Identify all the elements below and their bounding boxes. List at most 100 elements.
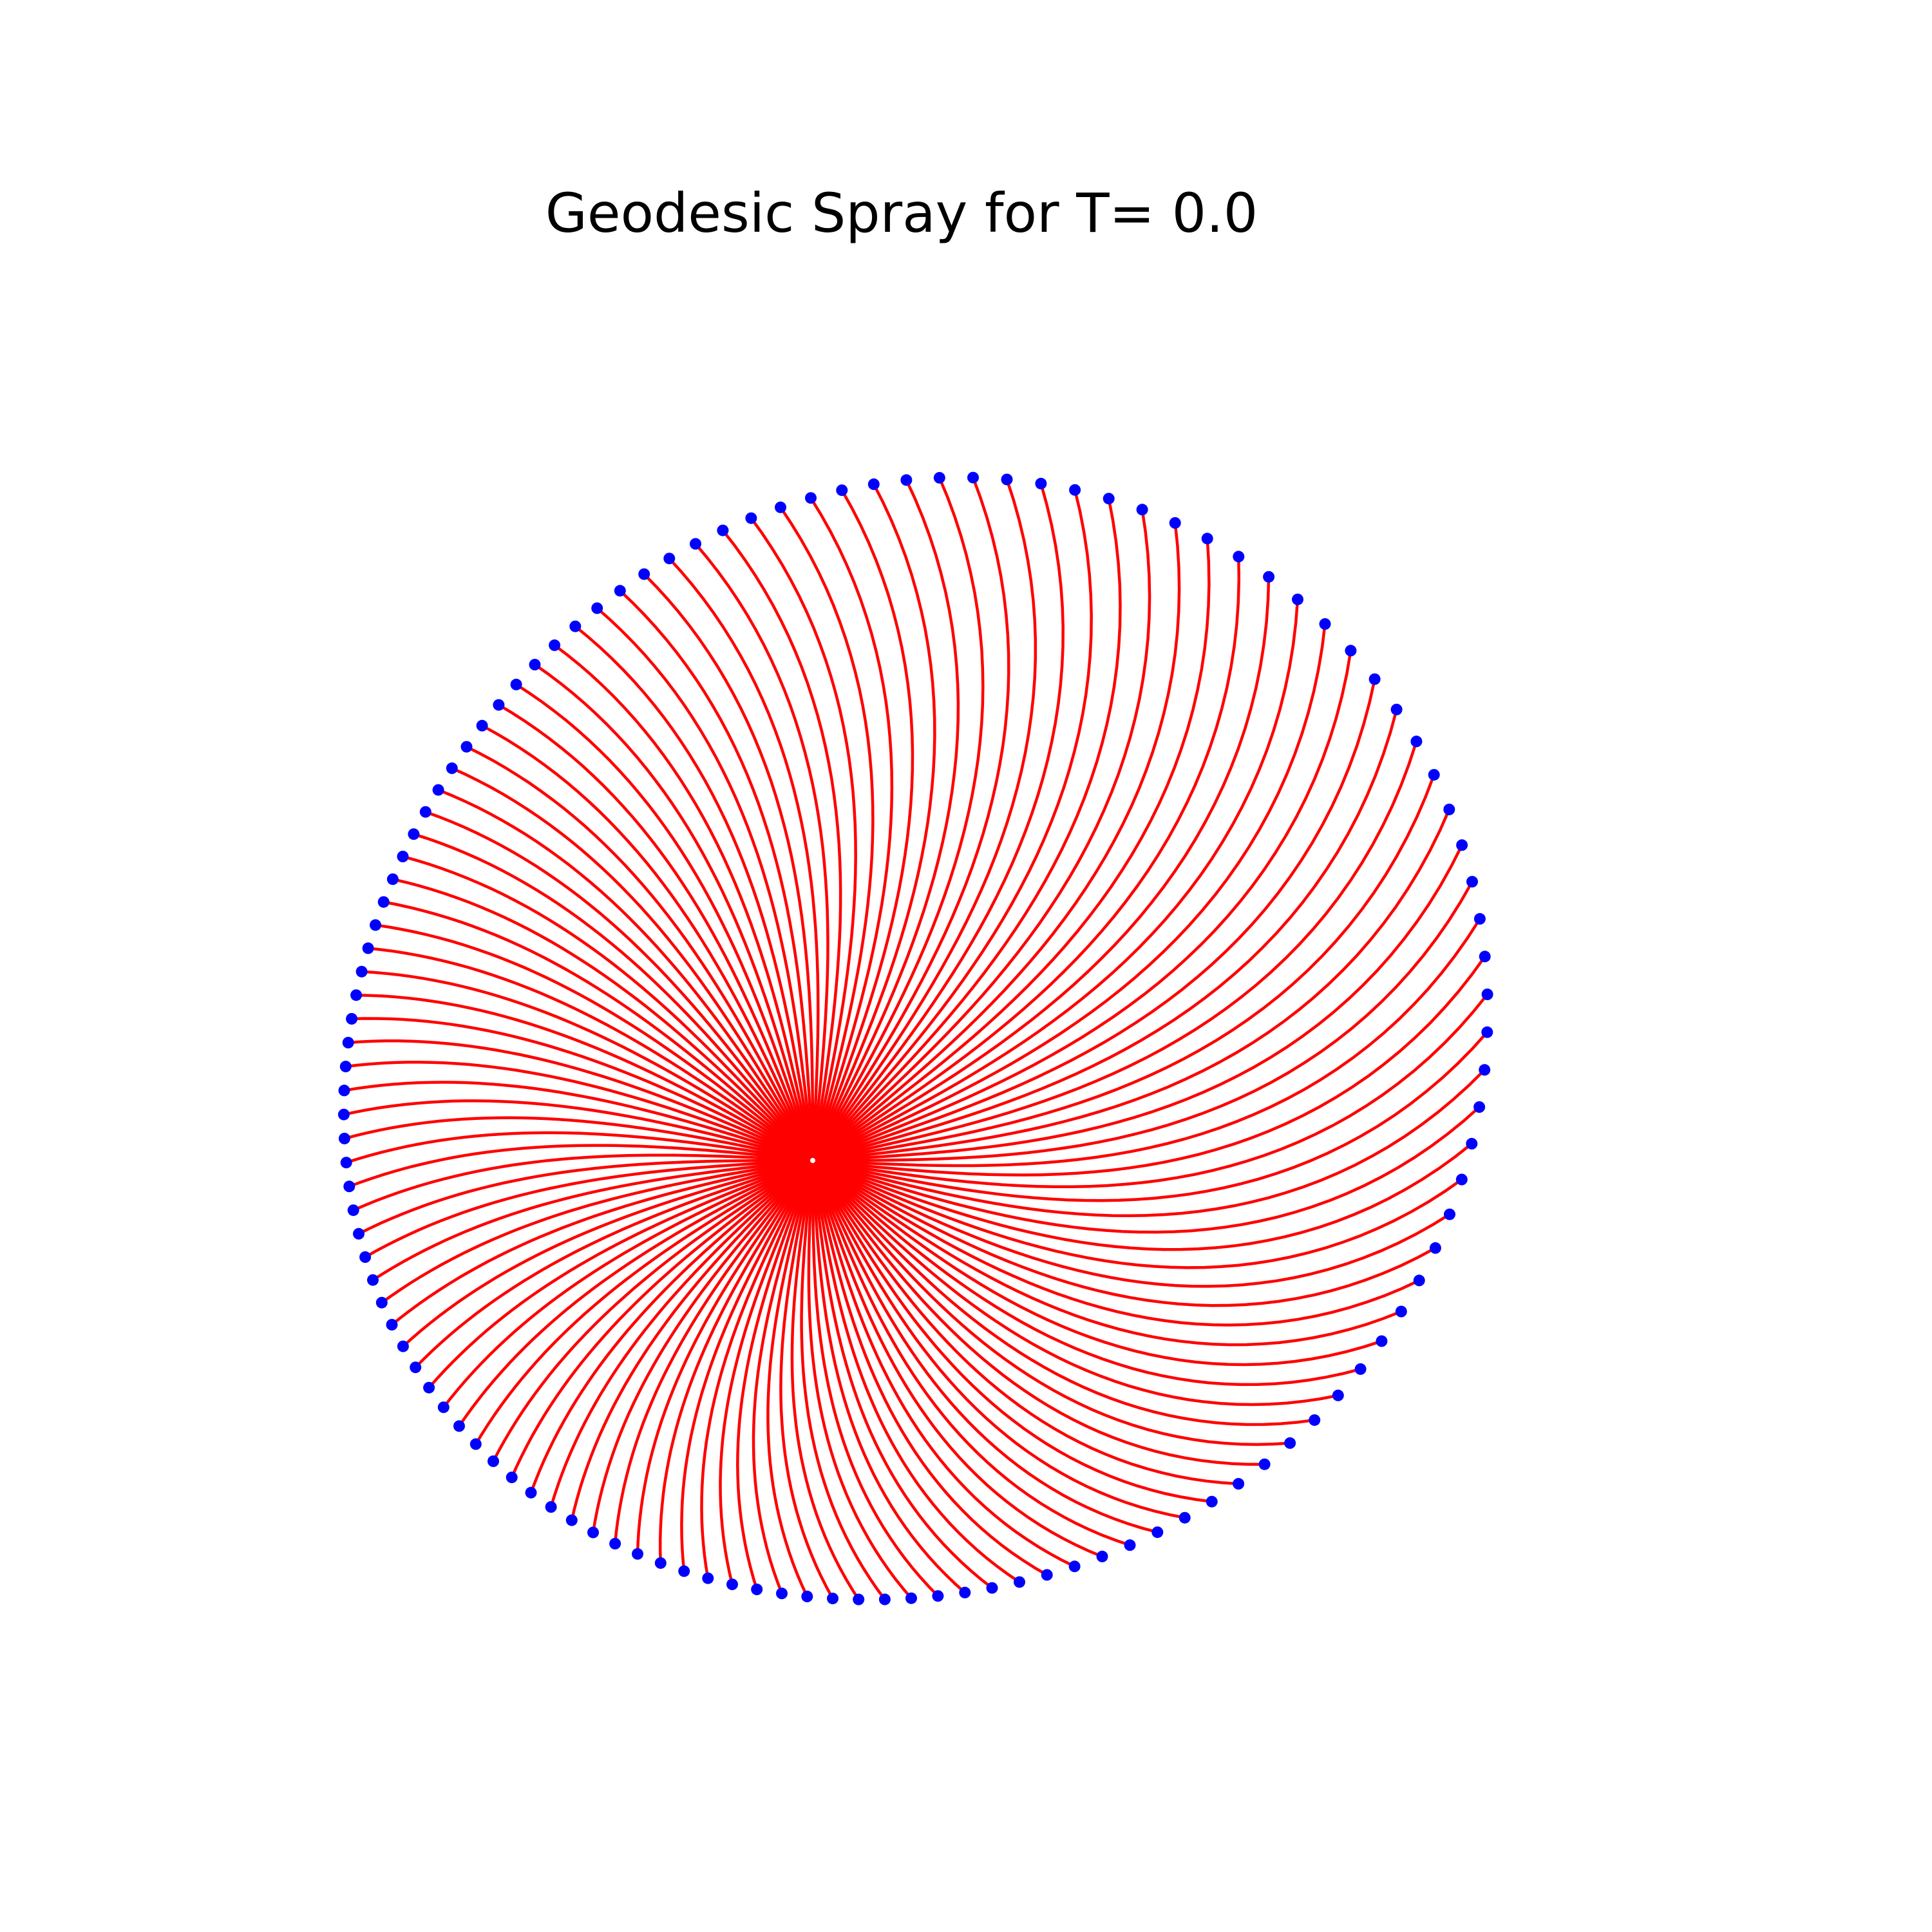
- ray-endpoint: [1455, 1173, 1468, 1186]
- geodesic-ray: [811, 1160, 1131, 1547]
- ray-endpoint: [1428, 769, 1440, 781]
- ray-endpoint: [959, 1586, 971, 1598]
- ray-endpoint: [638, 568, 650, 580]
- ray-endpoint: [1201, 533, 1213, 545]
- geodesic-ray: [458, 1159, 814, 1427]
- geodesic-ray: [680, 1159, 814, 1571]
- ray-endpoint: [801, 1591, 813, 1602]
- ray-endpoint: [751, 1584, 763, 1595]
- geodesic-ray: [811, 1160, 1103, 1558]
- ray-endpoint: [549, 639, 561, 651]
- ray-endpoint: [609, 1538, 621, 1549]
- ray-endpoint: [1103, 493, 1115, 505]
- geodesic-ray: [442, 1159, 813, 1408]
- ray-endpoint: [353, 1227, 365, 1240]
- geodesic-ray: [811, 1159, 1420, 1327]
- ray-endpoint: [1319, 618, 1331, 630]
- geodesic-ray: [451, 766, 814, 1162]
- geodesic-ray: [549, 1159, 814, 1508]
- geodesic-ray: [750, 517, 857, 1161]
- ray-endpoint: [878, 1593, 891, 1605]
- ray-endpoint: [1443, 803, 1455, 815]
- ray-endpoint: [1169, 517, 1181, 529]
- geodesic-ray: [811, 522, 1181, 1162]
- ray-endpoint: [591, 602, 603, 614]
- ray-endpoint: [343, 1180, 355, 1193]
- ray-endpoint: [654, 1557, 667, 1569]
- ray-endpoint: [488, 1455, 499, 1467]
- ray-endpoint: [446, 762, 458, 774]
- ray-endpoint: [410, 1361, 422, 1374]
- geodesic-ray: [643, 573, 815, 1160]
- geodesic-ray: [553, 644, 815, 1161]
- geodesic-ray: [352, 1153, 813, 1212]
- geodesic-ray: [812, 679, 1376, 1162]
- geodesic-ray: [636, 1159, 814, 1554]
- ray-endpoint: [359, 1251, 372, 1263]
- ray-endpoint: [1035, 477, 1047, 489]
- geodesic-ray: [343, 1099, 813, 1162]
- geodesic-ray: [812, 650, 1352, 1162]
- geodesic-ray: [811, 1160, 993, 1589]
- ray-endpoint: [437, 1401, 450, 1414]
- ray-endpoint: [370, 919, 381, 931]
- geodesic-ray: [811, 538, 1211, 1162]
- ray-endpoint: [529, 659, 541, 670]
- ray-endpoint: [1395, 1305, 1407, 1318]
- ray-endpoint: [900, 474, 913, 486]
- geodesic-ray: [811, 1160, 1048, 1577]
- ray-endpoint: [678, 1565, 690, 1577]
- geodesic-ray: [574, 625, 815, 1161]
- ray-endpoint: [775, 501, 786, 513]
- ray-endpoint: [745, 512, 757, 524]
- geodesic-ray: [719, 1160, 815, 1585]
- ray-endpoint: [346, 1013, 358, 1025]
- geodesic-ray: [694, 543, 829, 1161]
- geodesic-ray: [474, 1159, 814, 1445]
- geodesic-ray: [811, 1159, 1339, 1406]
- ray-endpoint: [493, 699, 505, 711]
- ray-endpoint: [932, 1590, 944, 1602]
- geodesic-ray: [811, 477, 1010, 1162]
- ray-endpoint: [386, 873, 399, 886]
- ray-endpoint: [1481, 989, 1493, 1000]
- ray-endpoint: [836, 484, 848, 497]
- geodesic-ray: [668, 557, 820, 1161]
- geodesic-ray: [811, 1159, 1436, 1307]
- ray-endpoint: [350, 989, 363, 1001]
- ray-endpoint: [367, 1274, 379, 1286]
- ray-endpoint: [805, 492, 817, 504]
- ray-endpoint: [476, 719, 488, 732]
- ray-endpoint: [565, 1514, 578, 1526]
- geodesic-ray: [375, 923, 814, 1162]
- ray-endpoint: [1096, 1550, 1108, 1562]
- ray-endpoint: [545, 1501, 557, 1513]
- geodesic-ray: [498, 703, 815, 1161]
- ray-endpoint: [614, 585, 626, 597]
- ray-endpoint: [776, 1587, 788, 1600]
- geodesic-ray: [344, 1116, 813, 1162]
- geodesic-ray: [413, 833, 814, 1162]
- geodesic-ray: [344, 1081, 813, 1162]
- geodesic-ray: [348, 1039, 813, 1162]
- geodesic-ray: [752, 1160, 815, 1595]
- ray-endpoint: [342, 1037, 354, 1048]
- geodesic-ray: [811, 576, 1271, 1162]
- geodesic-ray: [800, 1160, 886, 1600]
- ray-endpoint: [1456, 839, 1468, 851]
- ray-endpoint: [386, 1319, 398, 1331]
- geodesic-ray: [510, 1159, 814, 1479]
- geodesic-ray: [481, 724, 815, 1161]
- geodesic-ray: [658, 1159, 814, 1564]
- geodesic-ray: [364, 1159, 813, 1258]
- geodesic-ray: [529, 1159, 814, 1493]
- geodesic-ray: [812, 1031, 1488, 1202]
- geodesic-ray: [811, 1160, 966, 1594]
- ray-endpoint: [1345, 645, 1357, 657]
- ray-endpoint: [1354, 1363, 1367, 1375]
- geodesic-ray: [383, 900, 814, 1162]
- ray-endpoint: [1444, 1208, 1455, 1220]
- geodesic-ray: [812, 1159, 1463, 1269]
- geodesic-ray: [352, 1017, 814, 1162]
- geodesic-ray: [779, 1160, 834, 1600]
